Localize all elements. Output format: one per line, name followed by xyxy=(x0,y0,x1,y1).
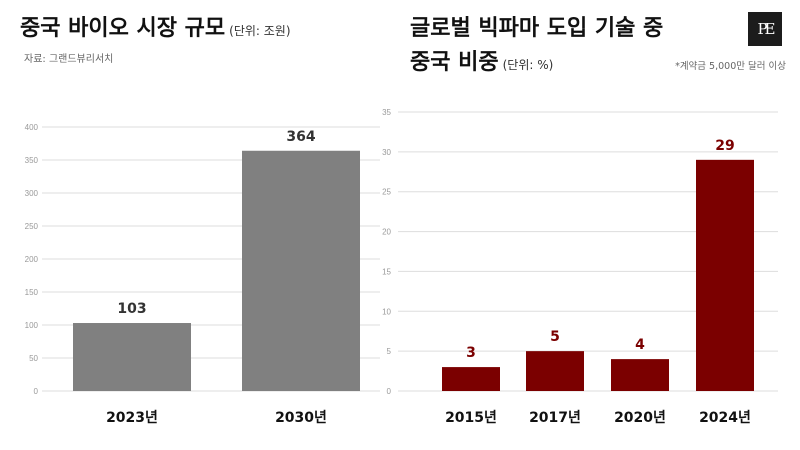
y-tick-label: 400 xyxy=(25,123,39,132)
y-tick-label: 0 xyxy=(387,387,392,396)
y-tick-label: 250 xyxy=(25,222,39,231)
y-tick-label: 10 xyxy=(382,307,391,316)
x-tick-label: 2024년 xyxy=(699,410,751,426)
data-label: 5 xyxy=(550,329,560,345)
bar xyxy=(696,159,754,391)
data-label: 364 xyxy=(286,129,315,145)
y-tick-label: 150 xyxy=(25,288,39,297)
x-tick-label: 2020년 xyxy=(614,410,666,426)
y-tick-label: 35 xyxy=(382,108,391,117)
y-tick-label: 50 xyxy=(29,354,38,363)
footnote: *계약금 5,000만 달러 이상 xyxy=(675,61,786,72)
data-label: 29 xyxy=(715,138,734,154)
bar xyxy=(242,150,360,391)
y-tick-label: 20 xyxy=(382,228,391,237)
bar xyxy=(442,367,500,391)
left-chart-title: 중국 바이오 시장 규모 (단위: 조원) xyxy=(20,16,291,41)
x-tick-label: 2030년 xyxy=(275,410,327,426)
y-tick-label: 15 xyxy=(382,267,391,276)
x-tick-label: 2017년 xyxy=(529,410,581,426)
y-tick-label: 5 xyxy=(387,347,392,356)
bar xyxy=(73,323,191,391)
y-tick-label: 0 xyxy=(34,387,39,396)
right-chart-title-line2: 중국 비중 (단위: %) xyxy=(410,50,554,75)
y-tick-label: 100 xyxy=(25,321,39,330)
bar xyxy=(611,359,669,391)
pe-logo-icon: PE xyxy=(748,12,782,46)
y-tick-label: 200 xyxy=(25,255,39,264)
y-tick-label: 30 xyxy=(382,148,391,157)
source-note: 자료: 그랜드뷰리서치 xyxy=(24,54,114,65)
right-chart-unit: (단위: %) xyxy=(502,58,554,72)
y-tick-label: 25 xyxy=(382,188,391,197)
data-label: 3 xyxy=(466,345,476,361)
data-label: 4 xyxy=(635,337,645,353)
left-bar-chart: 0 50 100 150 200 250 300 350 400 103 2023년 364 2030년 xyxy=(25,123,380,426)
x-tick-label: 2015년 xyxy=(445,410,497,426)
right-chart-title-line1: 글로벌 빅파마 도입 기술 중 xyxy=(410,16,664,41)
x-tick-label: 2023년 xyxy=(106,410,158,426)
left-chart-unit: (단위: 조원) xyxy=(229,24,291,38)
y-tick-label: 300 xyxy=(25,189,39,198)
data-label: 103 xyxy=(117,301,146,317)
y-tick-label: 350 xyxy=(25,156,39,165)
bar xyxy=(526,351,584,391)
